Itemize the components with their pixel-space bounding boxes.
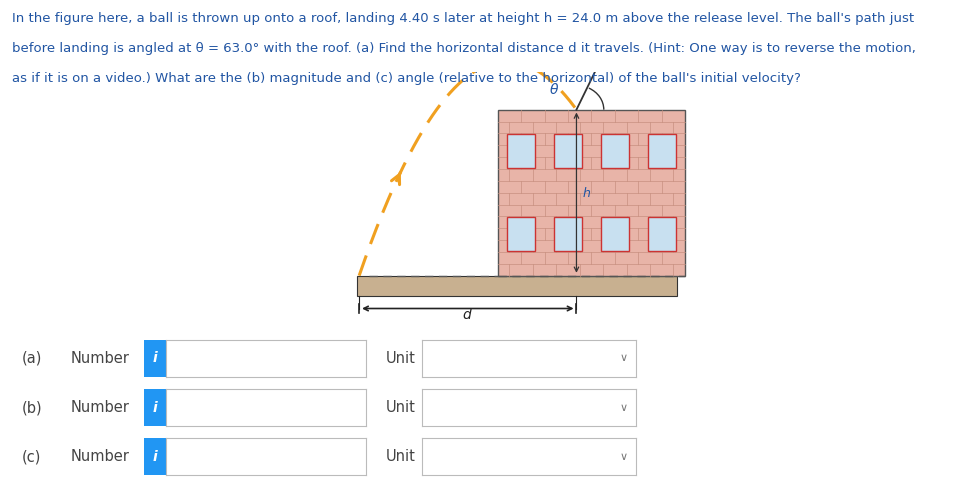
Text: $h$: $h$	[583, 186, 591, 200]
Bar	[508, 217, 535, 251]
Text: Number: Number	[70, 351, 129, 366]
Text: (a): (a)	[21, 351, 42, 366]
Text: Number: Number	[70, 450, 129, 464]
Text: i: i	[153, 401, 157, 414]
Bar	[601, 134, 629, 168]
Bar	[508, 134, 535, 168]
Text: (b): (b)	[21, 400, 42, 415]
Bar	[648, 134, 675, 168]
Bar	[554, 134, 582, 168]
Bar	[508, 134, 535, 168]
Text: i: i	[153, 351, 157, 365]
Bar	[648, 134, 675, 168]
Text: ∨: ∨	[620, 353, 628, 363]
Bar	[498, 110, 685, 276]
Text: In the figure here, a ball is thrown up onto a roof, landing 4.40 s later at hei: In the figure here, a ball is thrown up …	[12, 12, 914, 25]
Text: Number: Number	[70, 400, 129, 415]
Text: as if it is on a video.) What are the (b) magnitude and (c) angle (relative to t: as if it is on a video.) What are the (b…	[12, 72, 800, 84]
Text: i: i	[153, 450, 157, 464]
Bar	[508, 217, 535, 251]
Text: Unit: Unit	[386, 400, 416, 415]
Bar	[601, 217, 629, 251]
Bar	[601, 134, 629, 168]
Text: (c): (c)	[21, 450, 41, 464]
Bar	[357, 276, 677, 296]
Text: ∨: ∨	[620, 452, 628, 462]
Bar	[554, 134, 582, 168]
Bar	[648, 217, 675, 251]
Bar	[554, 217, 582, 251]
Text: ∨: ∨	[620, 403, 628, 412]
Text: $\theta$: $\theta$	[549, 82, 559, 97]
Bar	[648, 217, 675, 251]
Bar	[601, 217, 629, 251]
Text: Unit: Unit	[386, 450, 416, 464]
Text: $d$: $d$	[463, 307, 473, 322]
Bar	[554, 217, 582, 251]
Text: before landing is angled at θ = 63.0° with the roof. (a) Find the horizontal dis: before landing is angled at θ = 63.0° wi…	[12, 42, 915, 55]
Text: Unit: Unit	[386, 351, 416, 366]
